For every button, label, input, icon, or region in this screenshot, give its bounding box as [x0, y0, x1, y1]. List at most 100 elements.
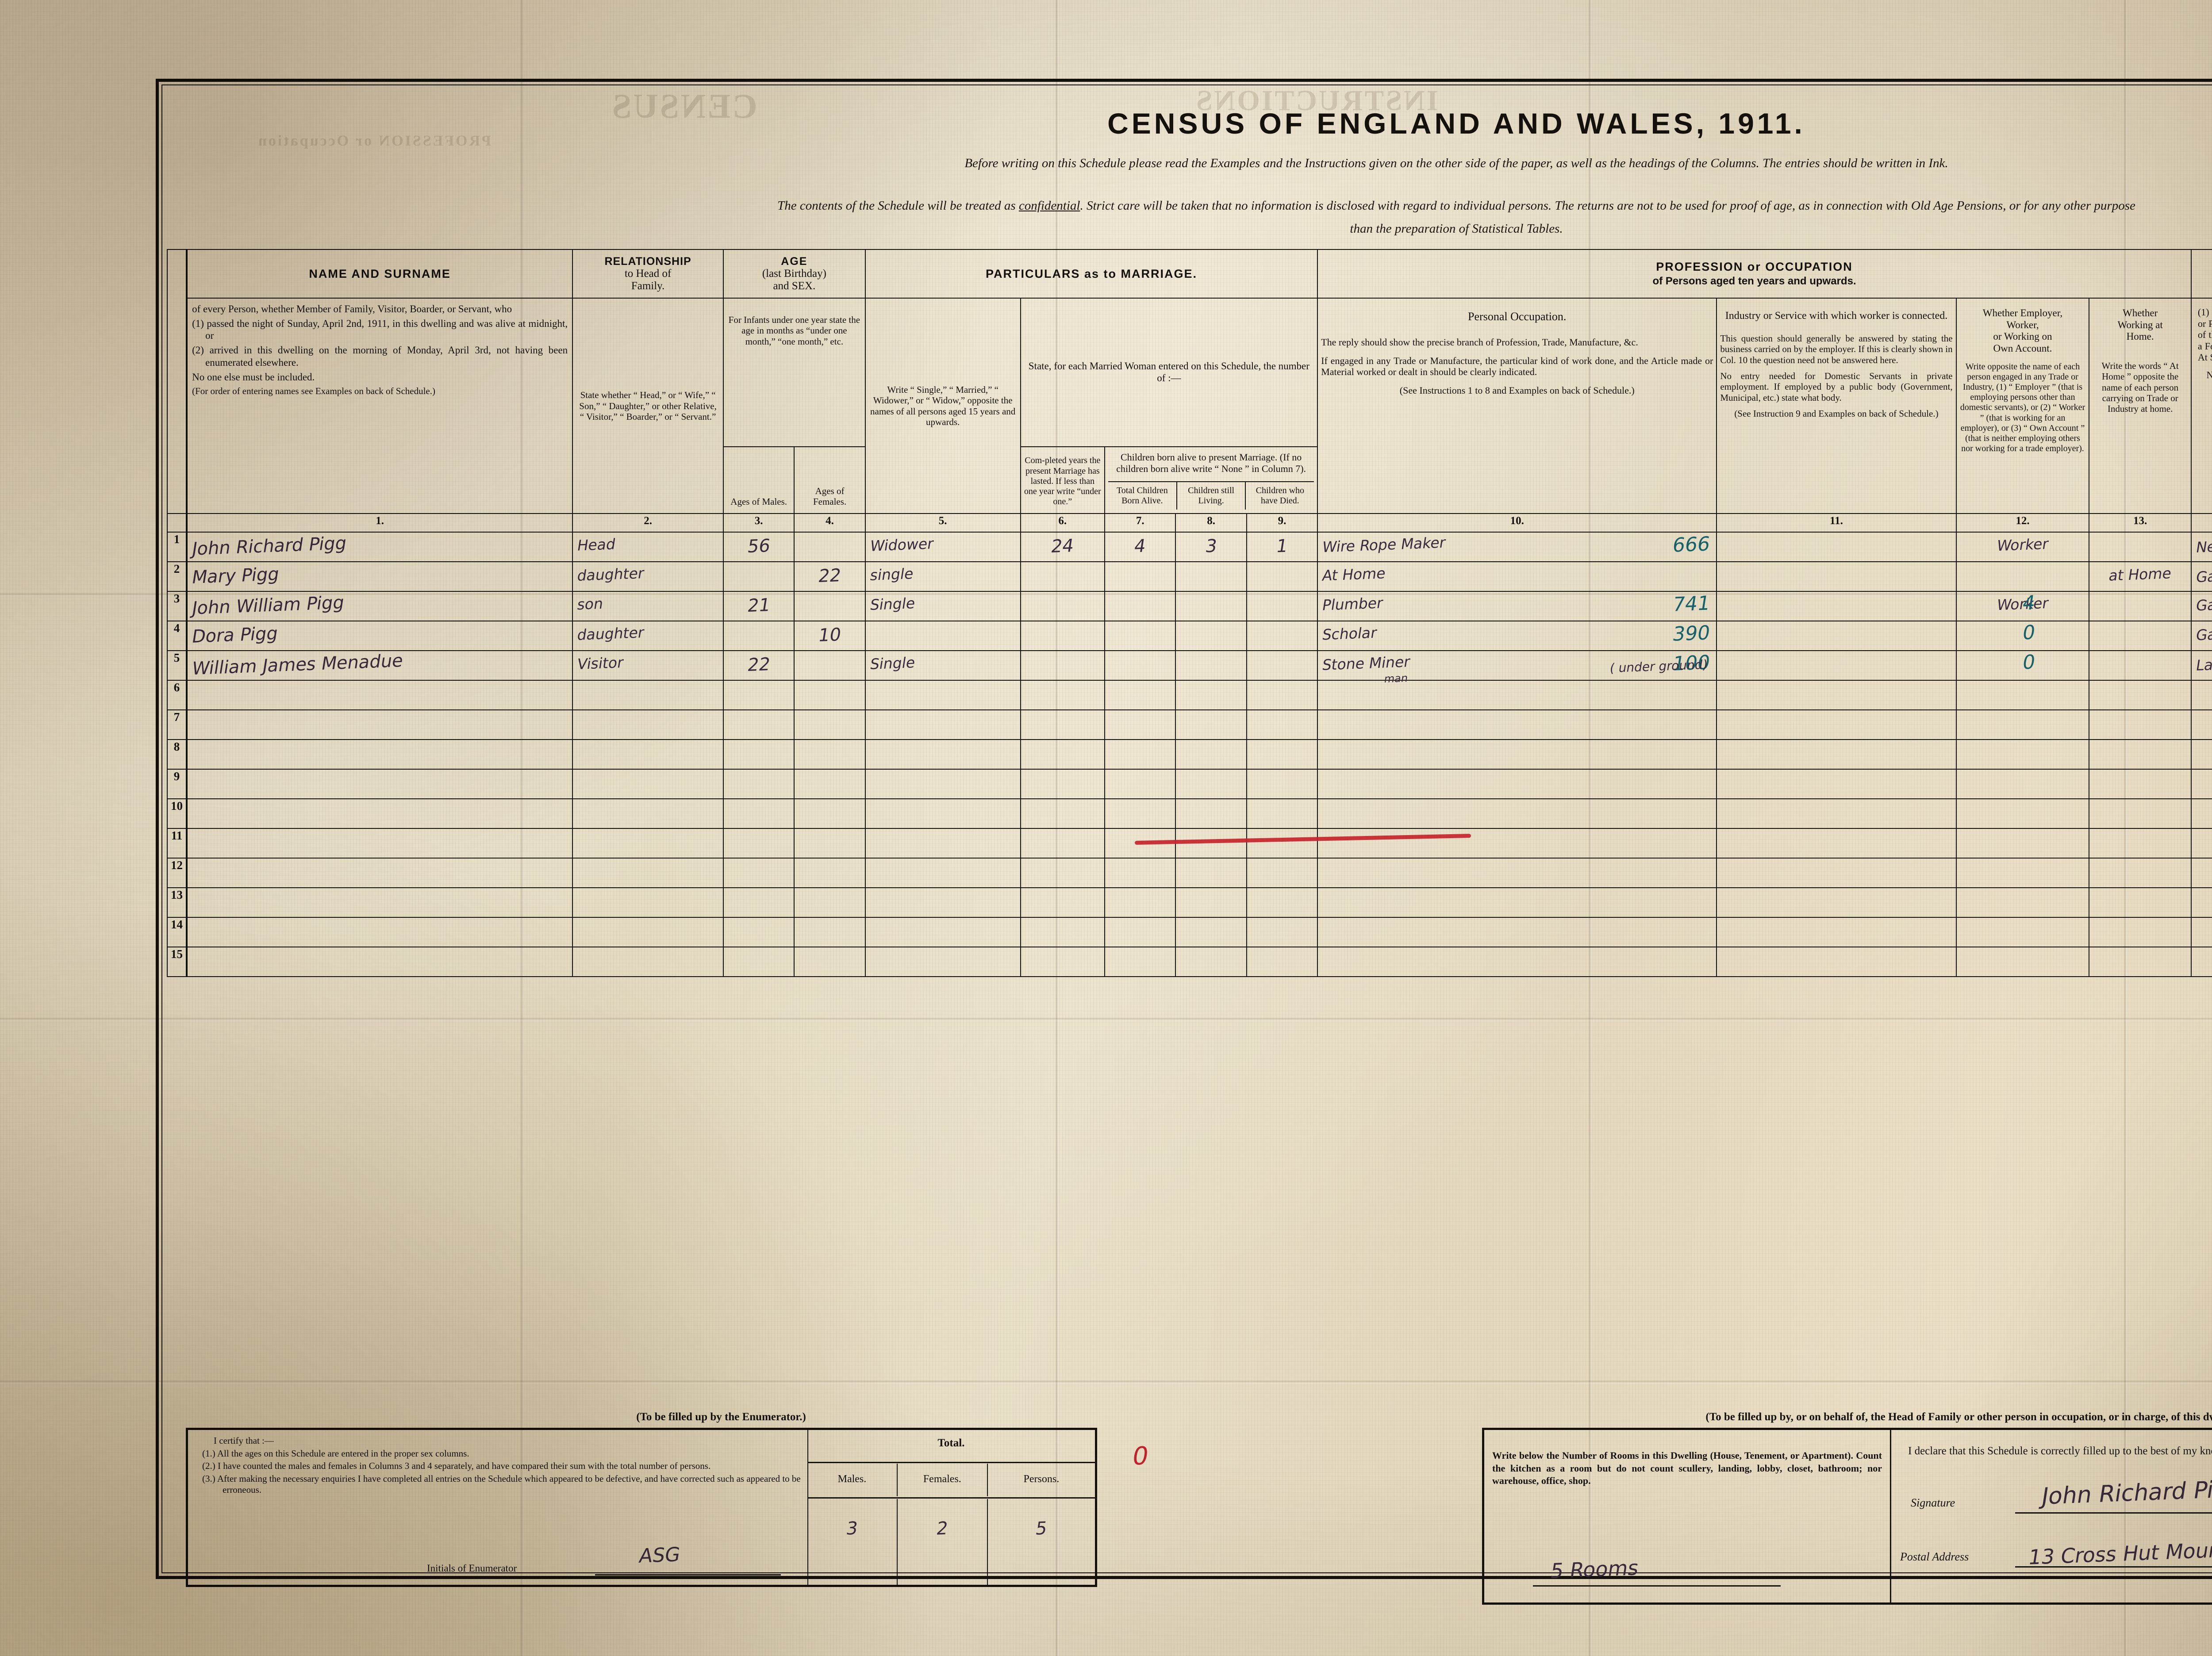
cell-marital[interactable] — [865, 828, 1021, 858]
cell-age-m[interactable] — [723, 858, 794, 888]
cell-age-m[interactable] — [723, 799, 794, 828]
cell-industry[interactable] — [1717, 680, 1956, 710]
cell-at-home[interactable] — [2089, 799, 2191, 828]
cell-at-home[interactable] — [2089, 769, 2191, 799]
cell-name[interactable] — [187, 799, 572, 828]
cell-age-f[interactable] — [794, 740, 865, 769]
cell-born[interactable] — [1105, 799, 1175, 828]
cell-living[interactable] — [1175, 651, 1246, 680]
cell-at-home[interactable] — [2089, 947, 2191, 977]
cell-at-home[interactable] — [2089, 621, 2191, 651]
table-row[interactable]: 11 — [167, 828, 2212, 858]
cell-age-m[interactable]: 22 — [723, 651, 794, 680]
cell-industry[interactable] — [1717, 858, 1956, 888]
cell-years[interactable] — [1021, 799, 1105, 828]
cell-employer[interactable] — [1956, 917, 2089, 947]
table-row[interactable]: 10 — [167, 799, 2212, 828]
cell-name[interactable] — [187, 917, 572, 947]
cell-marital[interactable]: Single — [865, 651, 1021, 680]
cell-marital[interactable] — [865, 858, 1021, 888]
cell-age-f[interactable] — [794, 858, 865, 888]
cell-birthplace[interactable] — [2191, 740, 2212, 769]
cell-years[interactable] — [1021, 917, 1105, 947]
cell-occupation[interactable] — [1317, 917, 1717, 947]
cell-occupation[interactable]: Scholar 390 — [1317, 621, 1717, 651]
cell-occupation[interactable]: Wire Rope Maker 666 — [1317, 532, 1717, 562]
table-row[interactable]: 3 John William Pigg son 21 Single Plumber 741 W… — [167, 591, 2212, 621]
cell-marital[interactable]: Widower — [865, 532, 1021, 562]
cell-name[interactable] — [187, 680, 572, 710]
cell-name[interactable]: John William Pigg — [187, 591, 572, 621]
cell-at-home[interactable] — [2089, 710, 2191, 740]
cell-living[interactable] — [1175, 947, 1246, 977]
cell-industry[interactable] — [1717, 917, 1956, 947]
cell-age-m[interactable] — [723, 740, 794, 769]
cell-died[interactable] — [1247, 591, 1317, 621]
cell-died[interactable] — [1247, 621, 1317, 651]
cell-died[interactable] — [1247, 562, 1317, 591]
cell-years[interactable] — [1021, 947, 1105, 977]
cell-age-f[interactable] — [794, 591, 865, 621]
cell-at-home[interactable] — [2089, 858, 2191, 888]
cell-marital[interactable] — [865, 740, 1021, 769]
cell-occupation[interactable] — [1317, 888, 1717, 917]
table-row[interactable]: 14 — [167, 917, 2212, 947]
table-row[interactable]: 15 — [167, 947, 2212, 977]
cell-employer[interactable] — [1956, 562, 2089, 591]
cell-age-f[interactable] — [794, 651, 865, 680]
cell-died[interactable] — [1247, 651, 1317, 680]
cell-birthplace[interactable]: Gateshead — [2191, 621, 2212, 651]
table-row[interactable]: 12 — [167, 858, 2212, 888]
cell-relationship[interactable] — [572, 799, 723, 828]
cell-employer[interactable]: 0 — [1956, 651, 2089, 680]
cell-employer[interactable] — [1956, 740, 2089, 769]
cell-died[interactable] — [1247, 888, 1317, 917]
cell-years[interactable] — [1021, 858, 1105, 888]
cell-employer[interactable]: Worker — [1956, 532, 2089, 562]
cell-born[interactable] — [1105, 621, 1175, 651]
cell-industry[interactable] — [1717, 562, 1956, 591]
cell-at-home[interactable] — [2089, 680, 2191, 710]
cell-relationship[interactable]: daughter — [572, 562, 723, 591]
cell-relationship[interactable]: son — [572, 591, 723, 621]
cell-marital[interactable] — [865, 947, 1021, 977]
cell-living[interactable] — [1175, 917, 1246, 947]
cell-employer[interactable]: 0 — [1956, 621, 2089, 651]
cell-relationship[interactable] — [572, 858, 723, 888]
cell-age-f[interactable] — [794, 947, 865, 977]
cell-age-f[interactable] — [794, 680, 865, 710]
cell-occupation[interactable] — [1317, 680, 1717, 710]
cell-living[interactable] — [1175, 828, 1246, 858]
cell-name[interactable] — [187, 947, 572, 977]
cell-living[interactable] — [1175, 888, 1246, 917]
cell-died[interactable] — [1247, 769, 1317, 799]
cell-born[interactable]: 4 — [1105, 532, 1175, 562]
cell-relationship[interactable] — [572, 947, 723, 977]
cell-birthplace[interactable] — [2191, 917, 2212, 947]
cell-age-f[interactable] — [794, 799, 865, 828]
cell-at-home[interactable] — [2089, 532, 2191, 562]
cell-living[interactable] — [1175, 799, 1246, 828]
cell-years[interactable] — [1021, 621, 1105, 651]
cell-years[interactable] — [1021, 651, 1105, 680]
cell-born[interactable] — [1105, 562, 1175, 591]
cell-age-f[interactable]: 10 — [794, 621, 865, 651]
cell-at-home[interactable] — [2089, 888, 2191, 917]
cell-birthplace[interactable]: Gateshead Durham — [2191, 562, 2212, 591]
cell-marital[interactable] — [865, 799, 1021, 828]
table-row[interactable]: 13 — [167, 888, 2212, 917]
cell-name[interactable] — [187, 769, 572, 799]
cell-age-f[interactable] — [794, 888, 865, 917]
cell-living[interactable]: 3 — [1175, 532, 1246, 562]
cell-living[interactable] — [1175, 680, 1246, 710]
cell-relationship[interactable] — [572, 710, 723, 740]
cell-employer[interactable] — [1956, 947, 2089, 977]
cell-marital[interactable] — [865, 917, 1021, 947]
cell-name[interactable]: John Richard Pigg — [187, 532, 572, 562]
cell-employer[interactable] — [1956, 680, 2089, 710]
cell-age-m[interactable] — [723, 917, 794, 947]
cell-born[interactable] — [1105, 947, 1175, 977]
cell-relationship[interactable] — [572, 888, 723, 917]
cell-died[interactable] — [1247, 828, 1317, 858]
cell-industry[interactable] — [1717, 828, 1956, 858]
